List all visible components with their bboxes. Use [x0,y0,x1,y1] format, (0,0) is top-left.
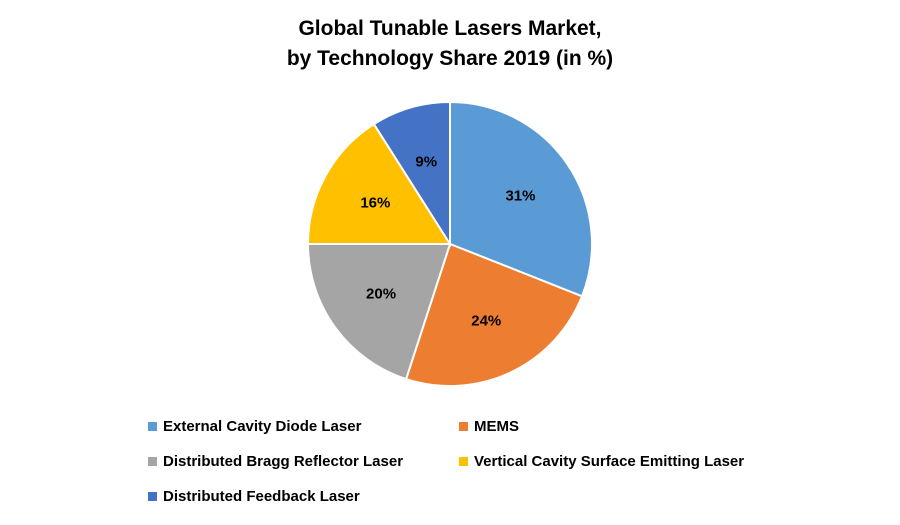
legend-label: Distributed Feedback Laser [163,488,360,505]
data-label-vcsel: 16% [360,194,390,211]
chart-title-line-2: by Technology Share 2019 (in %) [286,47,614,70]
legend-swatch [148,492,157,501]
pie-slice-dbr [306,243,452,381]
legend-swatch [148,422,157,431]
pie-slice-dfb [372,100,451,248]
legend-label: Distributed Bragg Reflector Laser [163,453,404,470]
data-label-dfb: 9% [415,154,437,171]
legend-label: MEMS [474,418,519,435]
legend-swatch [459,422,468,431]
chart-title-line-1: Global Tunable Lasers Market, [298,17,602,40]
data-label-external-cavity: 31% [505,188,535,205]
pie-slice-mems [404,242,584,387]
data-label-dbr: 20% [366,286,396,303]
legend-swatch [148,457,157,466]
data-label-mems: 24% [471,313,501,330]
legend-item-dfb: Distributed Feedback Laser [148,488,360,505]
chart-title: Global Tunable Lasers Market, by Technol… [0,14,900,74]
pie-slice-external-cavity [449,100,593,298]
legend-swatch [459,457,468,466]
pie-slice-vcsel [306,122,452,245]
legend-label: Vertical Cavity Surface Emitting Laser [474,453,745,470]
legend-item-vcsel: Vertical Cavity Surface Emitting Laser [459,453,744,470]
legend-item-dbr: Distributed Bragg Reflector Laser [148,453,403,470]
legend-item-external-cavity: External Cavity Diode Laser [148,418,361,435]
legend-label: External Cavity Diode Laser [163,418,362,435]
legend-item-mems: MEMS [459,418,519,435]
